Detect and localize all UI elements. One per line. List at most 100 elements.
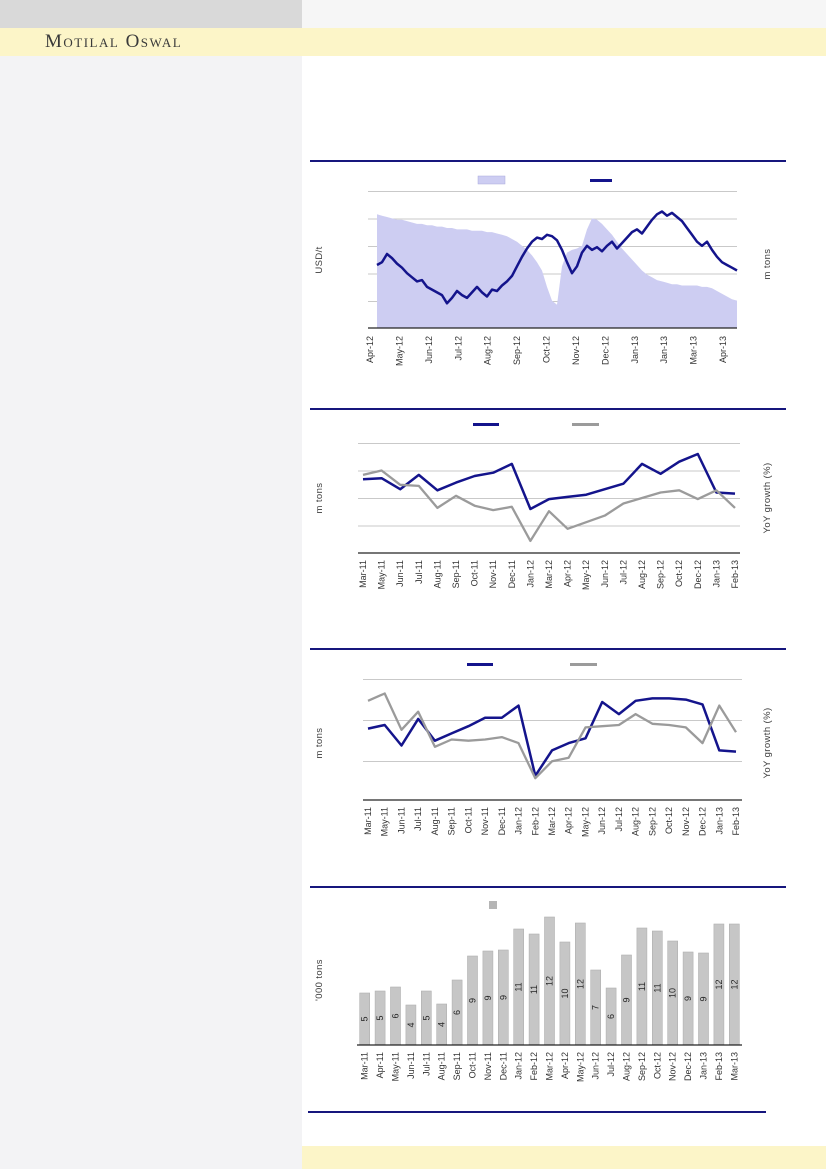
svg-text:m tons: m tons [762,249,773,280]
svg-text:Jun-12: Jun-12 [424,336,434,364]
svg-text:Jan-12: Jan-12 [525,560,535,588]
svg-text:Feb-13: Feb-13 [730,560,740,589]
svg-text:Dec-12: Dec-12 [600,336,610,365]
svg-text:Oct-11: Oct-11 [470,560,480,586]
svg-text:May-12: May-12 [394,336,404,366]
svg-text:Sep-12: Sep-12 [656,560,666,589]
legend-swatch-square [489,901,497,909]
svg-text:9: 9 [483,995,493,1000]
svg-text:12: 12 [545,976,555,986]
gridline [363,720,742,721]
gridline [358,470,740,472]
svg-text:9: 9 [699,996,709,1001]
section-rule [310,160,786,162]
x-axis-line [368,327,737,329]
svg-text:9: 9 [622,997,632,1002]
svg-text:Oct-12: Oct-12 [542,336,552,363]
svg-text:5: 5 [421,1015,431,1020]
footer-band [302,1146,826,1169]
svg-text:Mar-11: Mar-11 [358,560,368,588]
svg-text:11: 11 [652,983,662,992]
svg-text:Nov-12: Nov-12 [571,336,581,365]
chart-2: Mar-11 May-11 Jun-11 Jul-11 Aug-11 Sep-11 Oct-… [310,408,786,590]
svg-text:Jun-12: Jun-12 [597,807,607,835]
svg-text:9: 9 [498,995,508,1000]
svg-text:Dec-12: Dec-12 [698,807,708,836]
x-axis-line [363,799,742,801]
svg-text:Oct-11: Oct-11 [468,1052,478,1078]
legend [467,663,597,666]
section-rule [310,408,786,410]
gridline [358,443,740,444]
svg-text:Jan-12: Jan-12 [514,1052,524,1080]
bottom-rule [308,1111,766,1113]
svg-text:Apr-12: Apr-12 [563,560,573,587]
svg-text:5: 5 [375,1015,385,1020]
navy-series-path [367,697,737,778]
svg-text:Jan-13: Jan-13 [711,560,721,588]
gridline [368,246,737,247]
svg-text:6: 6 [606,1014,616,1019]
svg-text:5: 5 [360,1016,370,1021]
svg-text:Jan-13: Jan-13 [699,1052,709,1080]
svg-text:Dec-11: Dec-11 [497,807,507,835]
legend-swatch-line [467,663,493,666]
legend [477,175,612,185]
section-rule [310,886,786,888]
legend-swatch-area [477,175,506,185]
x-axis-line [357,1044,742,1046]
gray-series-path [367,692,737,780]
svg-text:Aug-12: Aug-12 [622,1052,632,1081]
svg-text:May-11: May-11 [380,807,390,836]
svg-text:Nov-11: Nov-11 [483,1052,493,1080]
svg-text:Oct-12: Oct-12 [674,560,684,587]
chart-1: Apr-12 May-12 Jun-12 Jul-12 Aug-12 Sep-12 Oct-… [310,160,786,366]
svg-text:YoY growth (%): YoY growth (%) [762,707,773,778]
top-right-strip [302,0,826,28]
svg-text:Mar-11: Mar-11 [363,807,373,835]
svg-text:May-12: May-12 [580,807,590,837]
svg-text:Oct-12: Oct-12 [664,807,674,834]
svg-text:4: 4 [437,1022,447,1027]
svg-text:Dec-11: Dec-11 [498,1052,508,1080]
svg-text:Feb-12: Feb-12 [529,1052,539,1081]
brand-band: Motilal Oswal [0,28,826,56]
svg-text:Jan-12: Jan-12 [514,807,524,835]
svg-text:Jul-11: Jul-11 [413,807,423,831]
svg-text:Feb-13: Feb-13 [731,807,741,836]
svg-text:Dec-12: Dec-12 [693,560,703,589]
legend [473,423,599,426]
svg-text:'000 tons: '000 tons [314,959,325,1001]
legend-swatch-line [473,423,499,426]
svg-text:Oct-11: Oct-11 [463,807,473,833]
svg-text:May-12: May-12 [575,1052,585,1082]
svg-text:9: 9 [468,998,478,1003]
svg-text:Jun-11: Jun-11 [395,560,405,587]
svg-text:Sep-11: Sep-11 [452,1052,462,1080]
svg-text:7: 7 [591,1005,601,1010]
svg-text:May-11: May-11 [391,1052,401,1081]
gridline [368,218,737,220]
chart-3: Mar-11 May-11 Jun-11 Jul-11 Aug-11 Sep-11 Oct-… [310,648,786,837]
svg-text:m tons: m tons [314,728,325,759]
svg-text:Feb-12: Feb-12 [530,807,540,836]
svg-text:12: 12 [714,979,724,989]
svg-text:Apr-12: Apr-12 [365,336,375,363]
svg-text:Jul-11: Jul-11 [421,1052,431,1076]
svg-text:Jun-11: Jun-11 [406,1052,416,1079]
svg-text:11: 11 [529,985,539,994]
svg-text:Apr-12: Apr-12 [564,807,574,834]
svg-text:12: 12 [729,979,739,989]
svg-text:May-11: May-11 [377,560,387,589]
top-left-gray-bar [0,0,302,28]
svg-text:Jun-12: Jun-12 [600,560,610,588]
svg-text:Nov-11: Nov-11 [488,560,498,588]
svg-text:Sep-11: Sep-11 [451,560,461,588]
svg-text:Mar-13: Mar-13 [729,1052,739,1081]
svg-text:10: 10 [560,988,570,998]
svg-text:Nov-11: Nov-11 [480,807,490,835]
svg-text:Dec-11: Dec-11 [507,560,517,588]
svg-text:11: 11 [637,982,647,991]
svg-text:Jul-12: Jul-12 [614,807,624,832]
